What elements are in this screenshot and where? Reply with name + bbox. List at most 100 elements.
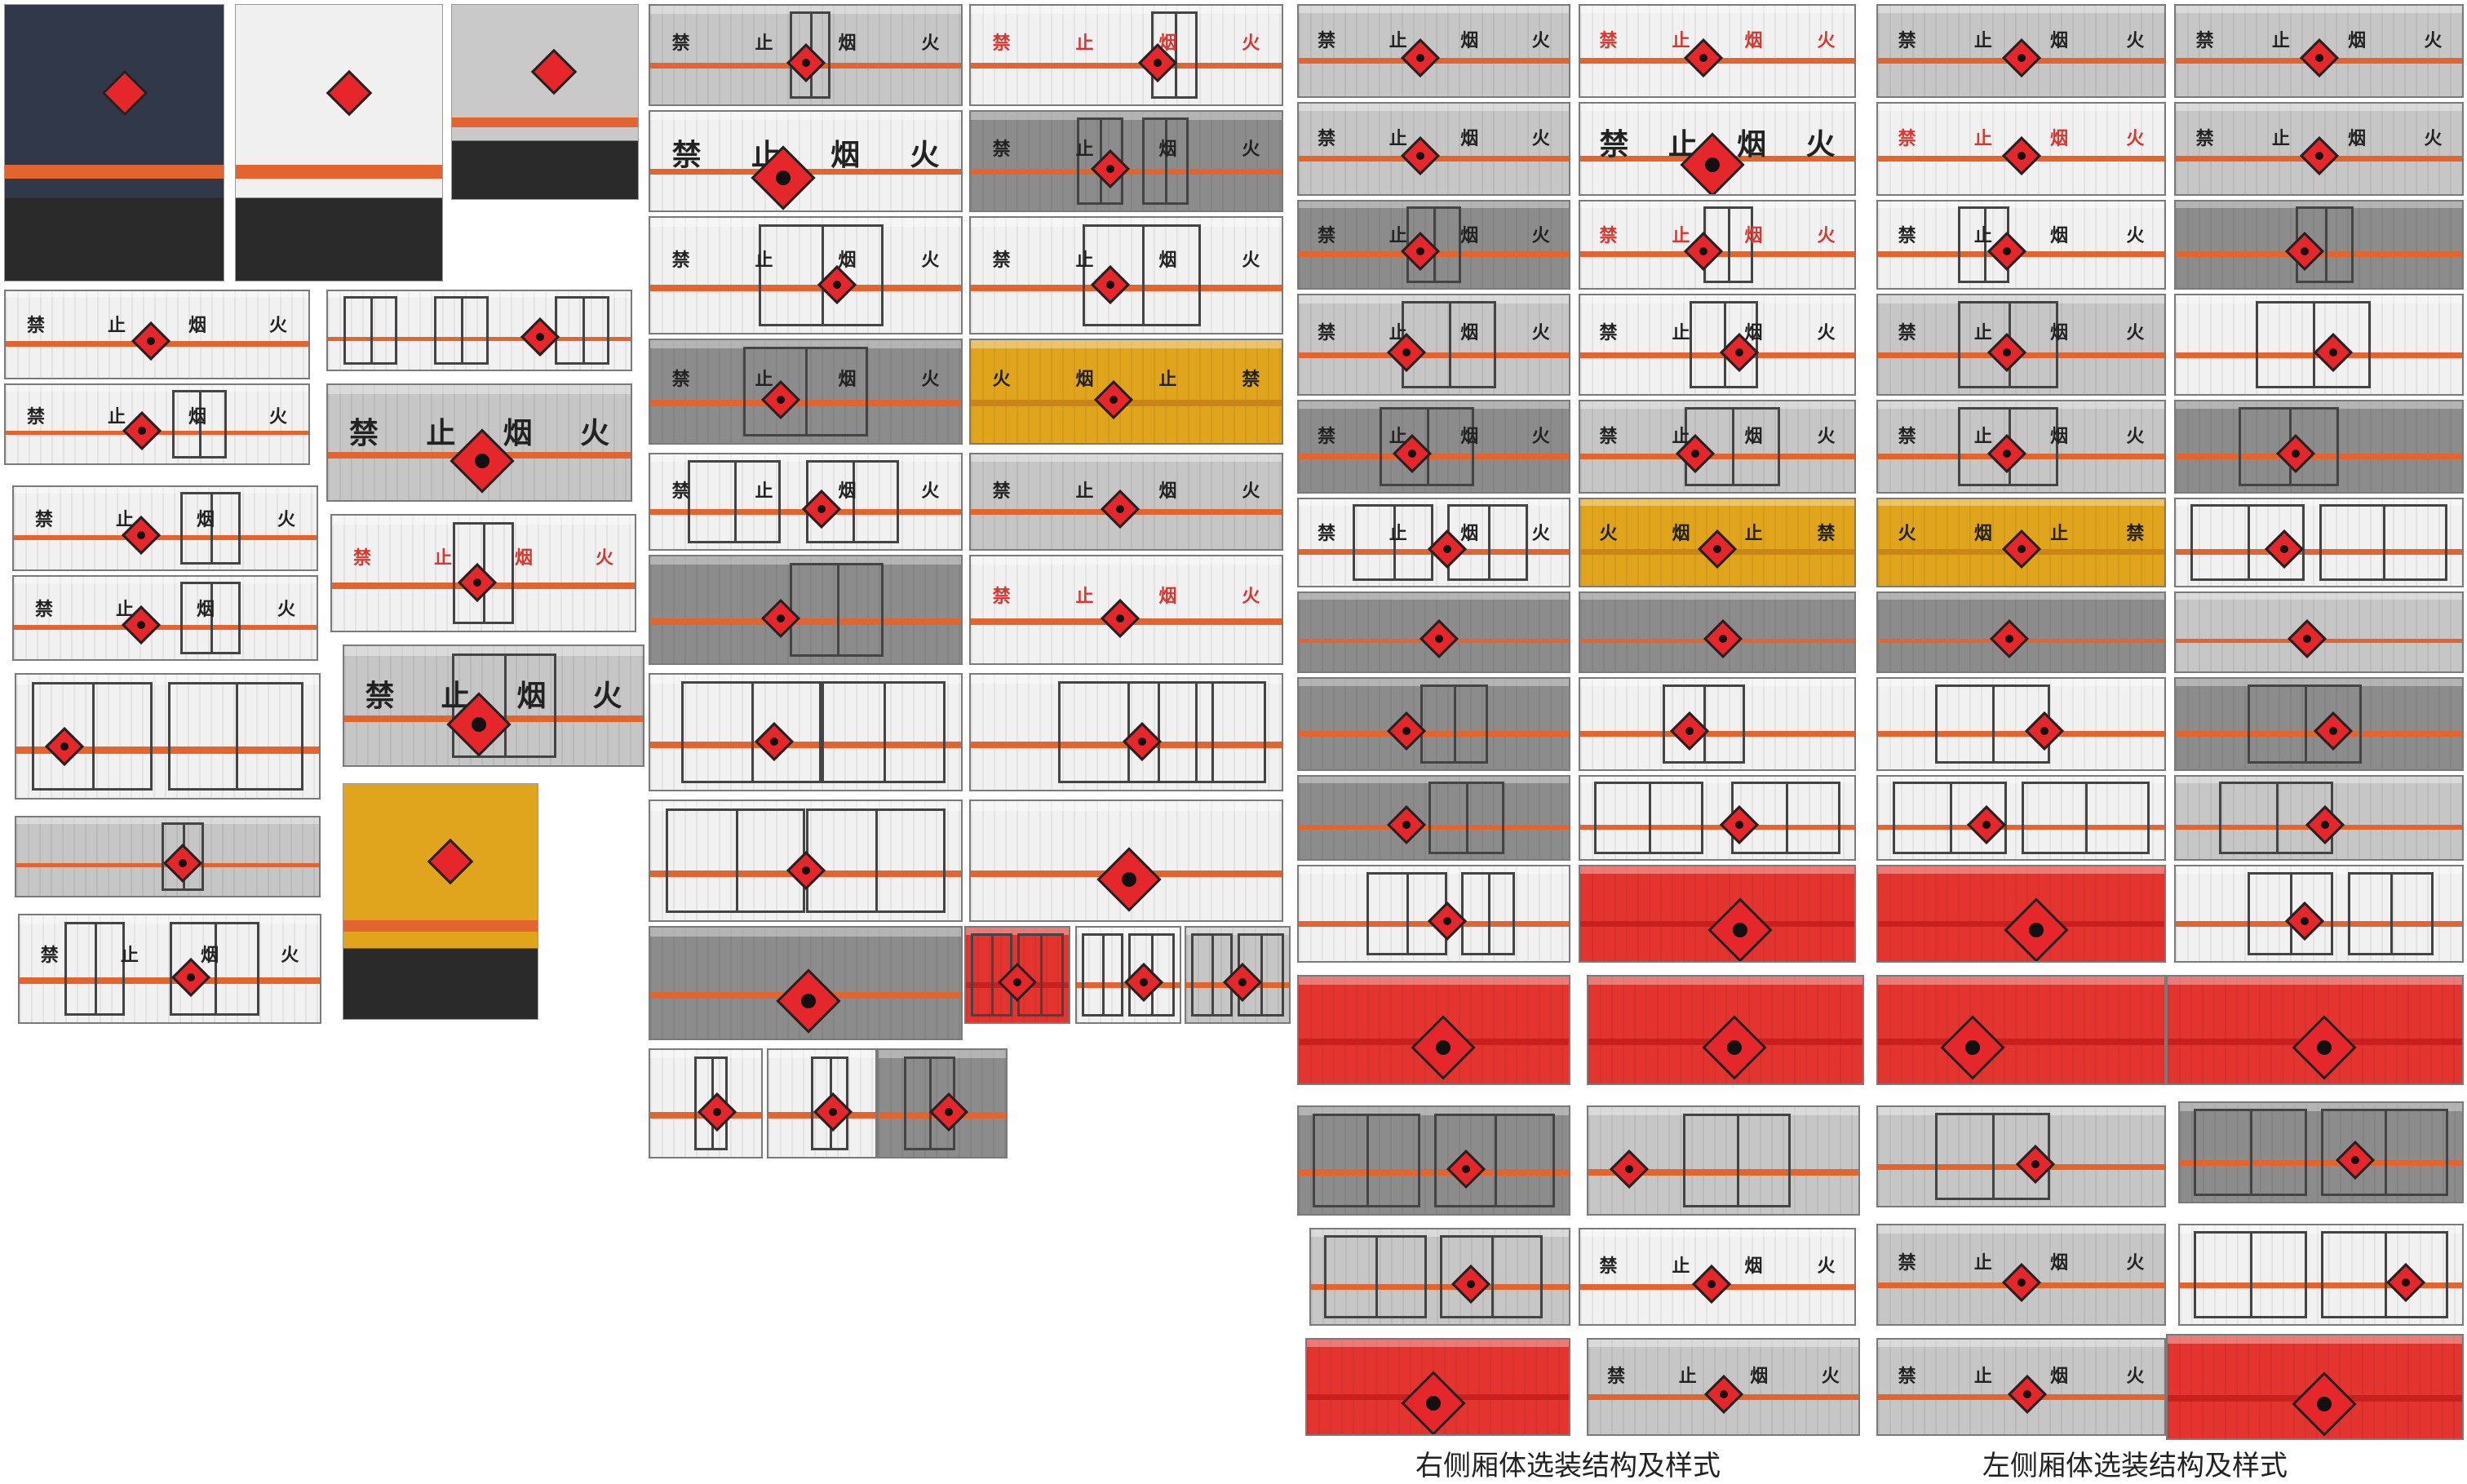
- no-smoking-char: 火: [580, 417, 610, 451]
- body-panel-option: [15, 673, 321, 800]
- body-panel-option: [649, 1048, 763, 1158]
- no-smoking-char: 禁: [992, 140, 1011, 161]
- no-smoking-label: 禁止烟火: [1898, 1367, 2145, 1386]
- no-smoking-char: 禁: [2126, 523, 2145, 544]
- no-smoking-char: 烟: [1460, 31, 1479, 52]
- body-panel-option: [1876, 865, 2166, 963]
- no-smoking-label: 禁止烟火: [1318, 227, 1550, 246]
- reflective-stripe: [1580, 731, 1854, 738]
- no-smoking-char: 烟: [1460, 323, 1479, 344]
- no-smoking-label: 禁止烟火: [1898, 33, 2145, 51]
- panel-top-vent: [1580, 6, 1854, 13]
- body-panel-option: [969, 673, 1283, 791]
- body-panel-option: [649, 673, 963, 791]
- no-smoking-char: 止: [2271, 31, 2290, 52]
- reflective-stripe: [1299, 824, 1569, 830]
- no-smoking-char: 烟: [515, 548, 534, 569]
- panel-top-vent: [1580, 777, 1854, 784]
- cargo-door: [2319, 504, 2448, 581]
- cargo-door: [1083, 224, 1201, 326]
- flammable-hazard-diamond-icon: [531, 48, 578, 95]
- body-panel-option: [2166, 1334, 2464, 1440]
- reflective-stripe: [1580, 454, 1854, 460]
- no-smoking-char: 烟: [1744, 427, 1763, 448]
- body-panel-option: [877, 1048, 1008, 1158]
- no-smoking-char: 火: [921, 33, 940, 55]
- panel-top-vent: [2176, 104, 2462, 111]
- no-smoking-label: 火烟止禁: [1898, 525, 2145, 543]
- no-smoking-char: 火: [1817, 427, 1836, 448]
- no-smoking-char: 禁: [40, 946, 59, 967]
- body-panel-option: 禁止烟火: [326, 383, 632, 502]
- cargo-door: [1892, 782, 2007, 854]
- no-smoking-char: 火: [281, 946, 299, 967]
- flammable-hazard-diamond-icon: [1410, 1015, 1476, 1080]
- body-panel-option: [1297, 775, 1570, 861]
- no-smoking-char: 止: [107, 406, 126, 427]
- caption-left-side: 左侧厢体选装结构及样式: [1982, 1450, 2288, 1482]
- panel-top-vent: [1299, 499, 1569, 507]
- body-panel-option: [1579, 775, 1856, 861]
- no-smoking-char: 烟: [2050, 427, 2069, 448]
- flammable-hazard-diamond-icon: [520, 317, 560, 357]
- no-smoking-char: 烟: [1460, 129, 1479, 150]
- no-smoking-label: 禁止烟火: [993, 35, 1260, 53]
- no-smoking-char: 火: [1531, 523, 1550, 544]
- panel-top-vent: [344, 646, 643, 656]
- panel-top-vent: [1299, 6, 1569, 13]
- flammable-hazard-diamond-icon: [1401, 1371, 1467, 1434]
- cargo-door: [805, 808, 946, 914]
- cargo-door: [666, 808, 806, 914]
- no-smoking-char: 烟: [1158, 250, 1177, 272]
- body-panel-option: [649, 926, 963, 1040]
- panel-top-vent: [1878, 104, 2164, 111]
- panel-top-vent: [650, 112, 961, 120]
- cargo-door: [1323, 1234, 1428, 1319]
- no-smoking-char: 烟: [1672, 523, 1690, 544]
- no-smoking-label: 禁止烟火: [1318, 428, 1550, 446]
- no-smoking-char: 烟: [2050, 323, 2069, 344]
- body-panel-option: 禁止烟火: [1297, 400, 1570, 494]
- no-smoking-label: 禁止烟火: [672, 35, 940, 53]
- no-smoking-char: 火: [921, 250, 940, 272]
- cargo-door: [2190, 504, 2305, 581]
- cargo-door: [180, 492, 241, 565]
- no-smoking-char: 烟: [1158, 481, 1177, 502]
- panel-top-vent: [1580, 593, 1854, 600]
- no-smoking-char: 烟: [830, 139, 861, 173]
- no-smoking-char: 禁: [1599, 323, 1618, 344]
- truck-rear-photo: [451, 4, 639, 200]
- no-smoking-char: 烟: [1744, 323, 1763, 344]
- no-smoking-char: 止: [1672, 323, 1690, 344]
- panel-top-vent: [2176, 202, 2462, 209]
- body-panel-option: 禁止烟火: [4, 383, 310, 465]
- body-panel-option: [1579, 677, 1856, 771]
- panel-top-vent: [332, 516, 635, 525]
- cargo-door: [1593, 782, 1704, 854]
- no-smoking-char: 火: [910, 139, 940, 173]
- panel-top-vent: [971, 6, 1282, 14]
- no-smoking-char: 止: [1672, 225, 1690, 246]
- reflective-stripe: [650, 618, 961, 625]
- no-smoking-char: 禁: [671, 250, 690, 272]
- no-smoking-char: 禁: [671, 33, 690, 55]
- no-smoking-char: 禁: [1318, 129, 1336, 150]
- cargo-door: [2256, 301, 2371, 388]
- cargo-door: [1057, 681, 1198, 783]
- panel-top-vent: [1878, 593, 2164, 600]
- panel-top-vent: [1878, 6, 2164, 13]
- no-smoking-char: 禁: [671, 139, 702, 173]
- panel-top-vent: [966, 928, 1069, 936]
- body-panel-option: [1587, 1105, 1860, 1216]
- no-smoking-char: 止: [1389, 427, 1407, 448]
- cargo-door: [433, 295, 489, 365]
- body-panel-option: [2174, 498, 2464, 587]
- no-smoking-char: 火: [2126, 323, 2145, 344]
- panel-top-vent: [1878, 499, 2164, 507]
- panel-top-vent: [2168, 1336, 2462, 1344]
- cargo-door: [1690, 301, 1759, 388]
- no-smoking-char: 火: [596, 548, 614, 569]
- no-smoking-char: 火: [1242, 140, 1260, 161]
- panel-top-vent: [971, 340, 1282, 349]
- no-smoking-char: 火: [2126, 31, 2145, 52]
